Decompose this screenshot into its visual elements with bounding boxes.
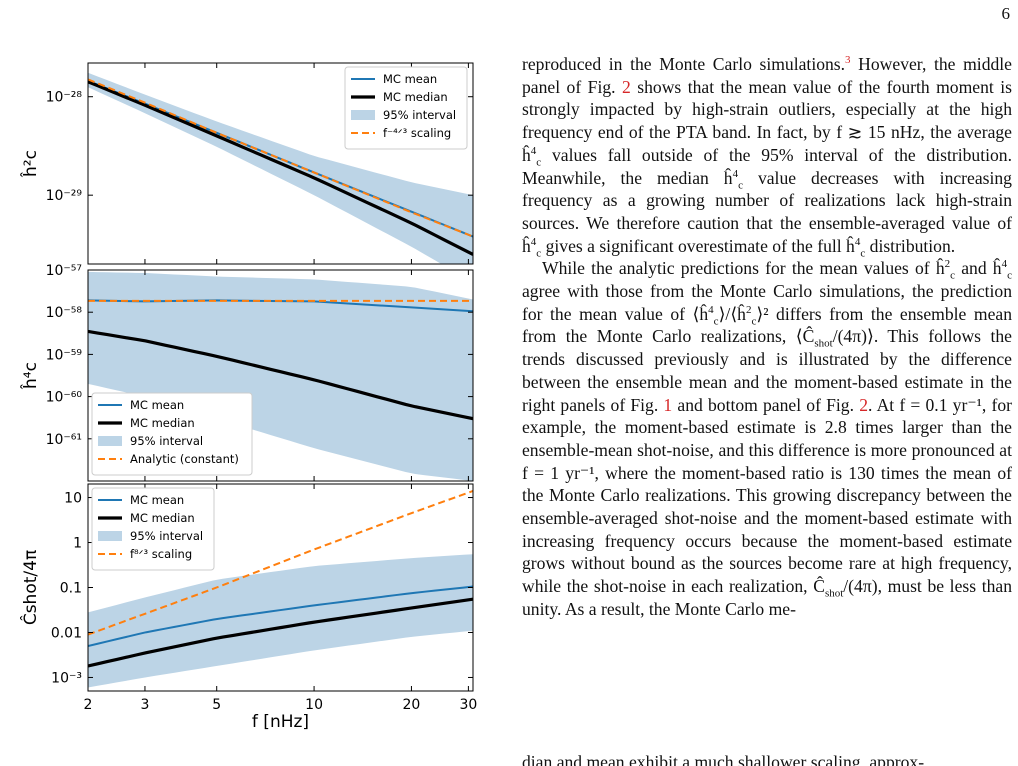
y-axis-label: ĥ⁴c	[19, 362, 41, 390]
paragraph-1: reproduced in the Monte Carlo simulation…	[522, 54, 1012, 260]
fig-ref[interactable]: 1	[663, 394, 673, 415]
legend-label: 95% interval	[383, 108, 456, 122]
x-tick-label: 20	[403, 697, 421, 713]
paragraph-2: While the analytic predictions for the m…	[522, 258, 1012, 619]
interval-band	[88, 271, 473, 481]
series-f-scaling	[88, 78, 473, 238]
cut-off-line: dian and mean exhibit a much shallower s…	[522, 752, 925, 766]
y-tick-label: 0.1	[60, 581, 82, 597]
y-axis-label: ĥ²c	[19, 150, 41, 178]
series-mc-median	[88, 597, 473, 668]
y-tick-label: 10⁻⁵⁷	[46, 263, 82, 279]
legend-label: MC median	[130, 511, 195, 525]
legend-label: f⁻⁴ᐟ³ scaling	[383, 126, 451, 140]
legend-label: MC median	[130, 416, 195, 430]
fig-ref[interactable]: 2	[859, 394, 868, 415]
y-tick-label: 0.01	[51, 625, 82, 641]
y-tick-label: 10⁻⁶¹	[46, 432, 82, 448]
x-tick-label: 5	[212, 697, 221, 713]
footnote-ref[interactable]: 3	[845, 54, 851, 67]
figure: 10⁻²⁸ 10⁻²⁹ ĥ²c MC mean MC median 95% interva…	[19, 62, 477, 732]
legend-label: f⁸ᐟ³ scaling	[130, 547, 192, 561]
y-axis-label: Ĉshot/4π	[19, 550, 41, 625]
legend-label: Analytic (constant)	[130, 452, 239, 466]
legend-label: MC mean	[130, 398, 184, 412]
y-tick-label: 10⁻⁵⁸	[46, 305, 83, 321]
legend-label: 95% interval	[130, 529, 203, 543]
legend-label: 95% interval	[130, 434, 203, 448]
legend: MC mean MC median 95% interval f⁻⁴ᐟ³ scalin…	[344, 66, 468, 150]
series-mc-mean	[88, 585, 473, 647]
y-tick-label: 1	[73, 536, 82, 552]
interval-band	[88, 554, 473, 688]
series-f-scaling	[88, 490, 473, 636]
x-tick-label: 30	[459, 697, 477, 713]
y-tick-label: 10⁻³	[51, 670, 82, 686]
x-tick-label: 2	[84, 697, 93, 713]
x-tick-label: 10	[305, 697, 323, 713]
fig-ref[interactable]: 2	[622, 76, 631, 97]
x-tick-label: 3	[140, 697, 149, 713]
legend: MC mean MC median 95% interval Analytic (co…	[91, 392, 253, 476]
y-tick-label: 10	[64, 491, 82, 507]
y-tick-label: 10⁻⁵⁹	[46, 347, 83, 363]
legend-label: MC mean	[130, 493, 184, 507]
y-tick-label: 10⁻²⁸	[46, 90, 83, 106]
page-number: 6	[1001, 4, 1011, 23]
legend: MC mean MC median 95% interval f⁸ᐟ³ scaling	[91, 487, 215, 571]
legend-label: MC mean	[383, 72, 437, 86]
body-text-column: reproduced in the Monte Carlo simulation…	[522, 53, 1012, 621]
x-axis-label: f [nHz]	[252, 712, 309, 732]
series-mc-median	[88, 329, 473, 421]
legend-label: MC median	[383, 90, 448, 104]
y-tick-label: 10⁻⁶⁰	[46, 390, 83, 406]
y-tick-label: 10⁻²⁹	[46, 188, 83, 204]
panel-top: 10⁻²⁸ 10⁻²⁹ ĥ²c MC mean MC median 95% interva…	[19, 62, 474, 265]
series-mc-median	[88, 80, 473, 256]
